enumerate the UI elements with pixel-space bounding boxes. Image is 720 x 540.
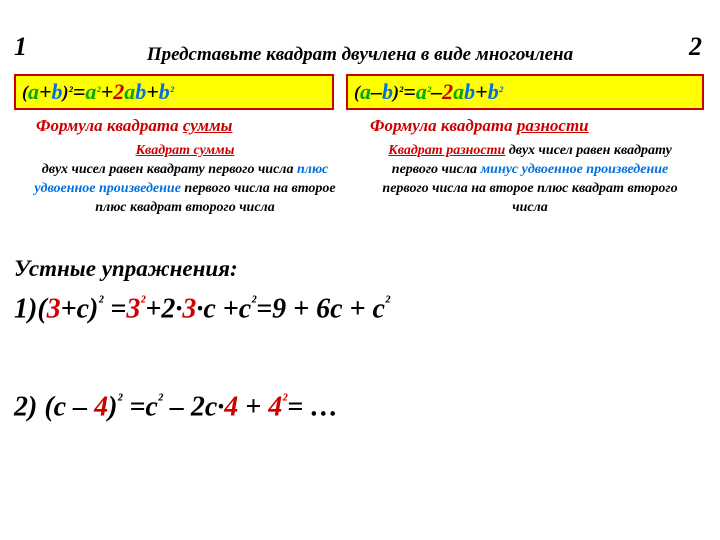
var-b: b — [135, 79, 146, 105]
op-minus: – — [371, 79, 382, 105]
oral-exercises-title: Устные упражнения: — [14, 256, 238, 282]
text: +2· — [145, 293, 182, 324]
var-b: b — [464, 79, 475, 105]
num: 3 — [47, 293, 61, 324]
var-b: b — [52, 79, 63, 105]
var-a: a — [124, 79, 135, 105]
text: = — [103, 293, 126, 324]
var-a: a — [28, 79, 39, 105]
num: 4 — [268, 391, 282, 422]
var-b: b — [382, 79, 393, 105]
coef-2: 2 — [113, 79, 124, 105]
explain-sum: Квадрат суммы двух чисел равен квадрату … — [30, 142, 340, 218]
label-sum: Формула квадрата суммы — [36, 116, 232, 136]
text: 1)( — [14, 293, 47, 324]
var-a: a — [416, 79, 427, 105]
explain-diff: Квадрат разности двух чисел равен квадра… — [380, 142, 680, 218]
formula-diff-box: ( a – b ) ² = a ² – 2 a b + b ² — [346, 74, 704, 110]
explain-text: двух чисел равен квадрату первого числа — [42, 162, 297, 177]
text: ·c +c — [196, 293, 251, 324]
text: = … — [287, 391, 338, 422]
op-plus: + — [39, 79, 52, 105]
label-prefix: Формула квадрата — [370, 116, 517, 135]
exp: ² — [385, 292, 390, 311]
explain-head: Квадрат суммы — [136, 143, 235, 158]
text: ) — [108, 391, 117, 422]
label-word: разности — [517, 116, 589, 135]
label-prefix: Формула квадрата — [36, 116, 183, 135]
op-minus: – — [431, 79, 442, 105]
op-plus: + — [146, 79, 159, 105]
var-b: b — [488, 79, 499, 105]
exp: ² — [170, 84, 174, 101]
text: + — [238, 391, 268, 422]
text: +c) — [61, 293, 99, 324]
num: 3 — [182, 293, 196, 324]
formula-sum-box: ( a + b ) ² = a ² + 2 a b + b ² — [14, 74, 334, 110]
num: 3 — [126, 293, 140, 324]
num: 4 — [94, 391, 108, 422]
exp: ² — [499, 84, 503, 101]
op-plus: + — [475, 79, 488, 105]
text: =9 + 6c + c — [256, 293, 385, 324]
exercise-2: 2) (c – 4)² =c² – 2c·4 + 4²= … — [14, 390, 338, 423]
eq: = — [403, 79, 416, 105]
var-a: a — [453, 79, 464, 105]
op-plus: + — [101, 79, 114, 105]
var-b: b — [159, 79, 170, 105]
var-a: a — [360, 79, 371, 105]
num: 4 — [224, 391, 238, 422]
exercise-1: 1)(3+c)² =3²+2·3·c +c²=9 + 6c + c² — [14, 292, 390, 325]
page-title: Представьте квадрат двучлена в виде мног… — [0, 44, 720, 66]
label-word: суммы — [183, 116, 233, 135]
coef-2: 2 — [442, 79, 453, 105]
explain-text: первого числа на второе плюс квадрат вто… — [382, 181, 677, 215]
explain-head: Квадрат разности — [388, 143, 505, 158]
eq: = — [73, 79, 86, 105]
text: 2) (c – — [14, 391, 94, 422]
var-a: a — [85, 79, 96, 105]
text: – 2c· — [163, 391, 224, 422]
text: =c — [122, 391, 157, 422]
explain-blue: минус удвоенное произведение — [481, 162, 669, 177]
label-diff: Формула квадрата разности — [370, 116, 589, 136]
